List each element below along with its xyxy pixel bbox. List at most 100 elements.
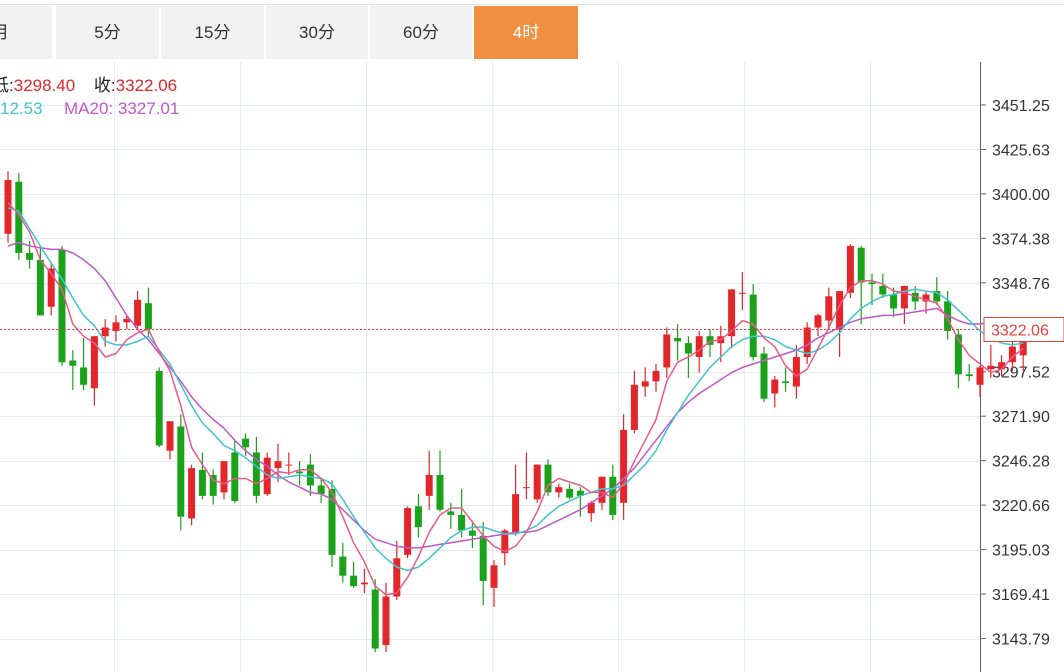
tab-60min[interactable]: 60分 — [370, 6, 472, 59]
price-tick-label: 3425.63 — [992, 142, 1050, 159]
candle-body — [231, 452, 239, 502]
ma20-readout: MA20: 3327.01 — [64, 99, 179, 119]
tab-15min[interactable]: 15分 — [161, 6, 264, 59]
candle-body — [371, 589, 379, 649]
price-tick-label: 3451.25 — [992, 98, 1050, 115]
candle-body — [285, 464, 293, 466]
current-price-label: 3322.06 — [991, 323, 1049, 340]
ma20-label: MA20: — [64, 99, 114, 118]
tab-5min[interactable]: 5分 — [56, 6, 159, 59]
candle-body — [825, 296, 833, 321]
candle-body — [393, 558, 401, 597]
candle-body — [468, 530, 476, 536]
candle-body — [339, 556, 347, 576]
candle-body — [414, 506, 422, 528]
candle-body — [134, 299, 142, 326]
candle-body — [425, 475, 433, 496]
ma10-line — [7, 207, 1024, 572]
candle-body — [987, 365, 995, 370]
candle-body — [501, 530, 509, 554]
price-tick-label: 3271.90 — [992, 409, 1050, 426]
candle-body — [198, 469, 206, 496]
candle-body — [15, 181, 23, 253]
candle-body — [36, 259, 44, 316]
candle-body — [911, 292, 919, 302]
ma20-value: 3327.01 — [117, 99, 180, 118]
candle-body — [328, 488, 336, 555]
candle-body — [404, 508, 412, 555]
candle-body — [112, 322, 120, 331]
current-price-marker: 3322.06 — [0, 317, 1064, 342]
candle-body — [360, 582, 368, 585]
tab-4hour[interactable]: 4时 — [474, 6, 578, 59]
candle-body — [792, 357, 800, 387]
ohlc-readout: 低:3298.40 收:3322.06 — [0, 71, 177, 96]
candle-body — [242, 438, 250, 448]
candle-body — [630, 384, 638, 430]
candle-body — [533, 464, 541, 500]
price-tick-label: 3246.28 — [992, 454, 1050, 471]
price-tick-label: 3169.41 — [992, 587, 1050, 604]
close-label: 收: — [93, 76, 116, 95]
candle-body — [879, 285, 887, 295]
candle-body — [306, 464, 314, 486]
candle-body — [566, 488, 574, 498]
candle-body — [123, 318, 131, 323]
candle-body — [58, 249, 66, 363]
candle-body — [101, 327, 109, 337]
candle-body — [555, 487, 563, 493]
candle-body — [382, 596, 390, 646]
candle-body — [922, 294, 930, 302]
price-tick-label: 3143.79 — [992, 632, 1050, 649]
price-tick-label: 3195.03 — [992, 543, 1050, 560]
candle-body — [263, 457, 271, 495]
candle-body — [155, 370, 163, 446]
candle-body — [598, 476, 606, 503]
price-tick-label: 3297.52 — [992, 365, 1050, 382]
low-value: 3298.40 — [13, 76, 76, 95]
candle-body — [706, 336, 714, 345]
candle-body — [749, 294, 757, 358]
price-tick-label: 3220.66 — [992, 498, 1050, 515]
candle-body — [220, 461, 228, 493]
candle-body — [641, 381, 649, 387]
candle-body — [782, 381, 790, 384]
candle-body — [274, 461, 282, 469]
candle-body — [998, 362, 1006, 370]
price-tick-label: 3348.76 — [992, 276, 1050, 293]
candle-body — [447, 511, 455, 515]
candle-body — [544, 464, 552, 493]
candle-body — [490, 565, 498, 588]
candle-body — [177, 426, 185, 517]
candle-body — [836, 291, 844, 330]
candle-body — [933, 291, 941, 302]
candle-body — [857, 247, 865, 283]
candle-body — [512, 494, 520, 533]
candle-body — [803, 327, 811, 358]
candle-body — [1019, 329, 1027, 356]
price-tick-label: 3400.00 — [992, 187, 1050, 204]
candle-body — [609, 476, 617, 515]
candle-body — [1008, 346, 1016, 363]
candle-body — [976, 367, 984, 385]
candle-body — [890, 294, 898, 309]
candle-body — [814, 315, 822, 328]
candle-body — [188, 468, 196, 519]
tab-bar-divider — [0, 4, 1064, 5]
candle-body — [317, 485, 325, 495]
candle-body — [587, 502, 595, 514]
candle-body — [144, 303, 152, 330]
current-price-box — [983, 317, 1064, 342]
candle-body — [47, 268, 55, 307]
candle-body — [522, 487, 530, 489]
tab-month[interactable]: 月 — [0, 6, 52, 59]
price-tick-label: 3374.38 — [992, 231, 1050, 248]
candle-body — [663, 334, 671, 368]
candle-body — [80, 367, 88, 385]
candle-body — [166, 421, 174, 451]
candle-body — [436, 475, 444, 510]
tab-30min[interactable]: 30分 — [266, 6, 368, 59]
candle-body — [760, 353, 768, 399]
candle-body — [695, 336, 703, 358]
